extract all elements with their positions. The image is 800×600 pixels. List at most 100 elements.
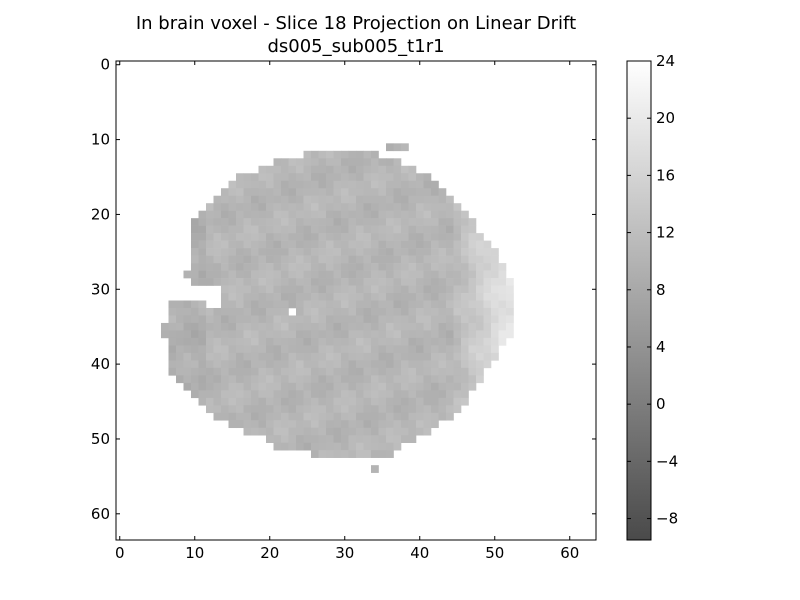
heatmap-cell	[371, 210, 379, 219]
heatmap-cell	[453, 382, 462, 391]
heatmap-cell	[408, 382, 417, 391]
heatmap-cell	[446, 375, 454, 384]
heatmap-cell	[191, 337, 199, 346]
heatmap-cell	[311, 248, 319, 256]
heatmap-cell	[206, 390, 214, 399]
colorbar-tick-label: −4	[656, 452, 678, 470]
heatmap-cell	[356, 330, 364, 339]
heatmap-cell	[348, 382, 357, 391]
heatmap-cell	[258, 382, 267, 391]
heatmap-cell	[341, 270, 349, 279]
heatmap-cell	[333, 278, 342, 286]
heatmap-cell	[401, 188, 409, 197]
heatmap-cell	[236, 337, 244, 346]
heatmap-cell	[318, 375, 327, 384]
heatmap-cell	[401, 345, 409, 354]
heatmap-cell	[311, 210, 319, 219]
heatmap-cell	[363, 322, 372, 331]
heatmap-cell	[468, 270, 477, 279]
heatmap-cell	[251, 225, 259, 234]
heatmap-cell	[423, 195, 432, 204]
heatmap-cell	[468, 255, 477, 264]
heatmap-cell	[228, 307, 237, 316]
heatmap-cell	[206, 322, 214, 331]
heatmap-cell	[333, 307, 342, 316]
heatmap-cell	[408, 375, 417, 384]
heatmap-cell	[243, 218, 252, 226]
heatmap-cell	[438, 270, 447, 279]
heatmap-cell	[378, 315, 387, 324]
heatmap-cell	[326, 278, 334, 286]
heatmap-cell	[326, 390, 334, 399]
heatmap-cell	[431, 285, 439, 294]
heatmap-cell	[356, 337, 364, 346]
heatmap-cell	[228, 188, 237, 197]
heatmap-cell	[348, 225, 357, 234]
heatmap-cell	[461, 300, 469, 309]
heatmap-cell	[363, 173, 372, 182]
heatmap-cell	[288, 367, 297, 376]
heatmap-cell	[431, 278, 439, 286]
heatmap-cell	[318, 442, 327, 451]
heatmap-cell	[258, 285, 267, 294]
heatmap-cell	[431, 240, 439, 249]
heatmap-cell	[296, 270, 304, 279]
heatmap-cell	[198, 367, 207, 376]
heatmap-cell	[303, 390, 312, 399]
heatmap-cell	[348, 337, 357, 346]
heatmap-cell	[303, 165, 312, 174]
heatmap-cell	[348, 412, 357, 421]
heatmap-cell	[446, 390, 454, 399]
heatmap-cell	[251, 382, 259, 391]
heatmap-cell	[386, 442, 394, 451]
heatmap-cell	[356, 442, 364, 451]
heatmap-cell	[243, 427, 252, 436]
heatmap-cell	[296, 233, 304, 241]
heatmap-cell	[243, 240, 252, 249]
heatmap-cell	[191, 300, 199, 309]
heatmap-cell	[371, 195, 379, 204]
heatmap-cell	[236, 225, 244, 234]
heatmap-cell	[243, 278, 252, 286]
heatmap-cell	[318, 270, 327, 279]
heatmap-cell	[296, 278, 304, 286]
heatmap-cell	[423, 270, 432, 279]
heatmap-cell	[393, 248, 402, 256]
heatmap-cell	[221, 263, 229, 271]
heatmap-cell	[198, 390, 207, 399]
heatmap-cell	[483, 307, 492, 316]
heatmap-cell	[423, 293, 432, 301]
heatmap-cell	[446, 360, 454, 369]
heatmap-cell	[333, 382, 342, 391]
heatmap-cell	[311, 150, 319, 159]
heatmap-cell	[213, 412, 222, 421]
heatmap-cell	[273, 203, 282, 211]
heatmap-cell	[311, 450, 319, 458]
heatmap-cell	[483, 360, 492, 369]
heatmap-cell	[228, 210, 237, 219]
heatmap-cell	[311, 397, 319, 406]
heatmap-cell	[326, 218, 334, 226]
heatmap-cell	[258, 322, 267, 331]
heatmap-cell	[318, 427, 327, 436]
heatmap-cell	[206, 203, 214, 211]
heatmap-cell	[356, 248, 364, 256]
heatmap-cell	[401, 263, 409, 271]
heatmap-cell	[453, 293, 462, 301]
heatmap-cell	[198, 315, 207, 324]
heatmap-cell	[243, 322, 252, 331]
heatmap-cell	[251, 405, 259, 414]
heatmap-cell	[258, 188, 267, 197]
heatmap-cell	[206, 375, 214, 384]
heatmap-cell	[221, 218, 229, 226]
heatmap-cell	[326, 382, 334, 391]
heatmap-cell	[311, 203, 319, 211]
chart-title: In brain voxel - Slice 18 Projection on …	[136, 13, 576, 34]
heatmap-cell	[303, 248, 312, 256]
heatmap-cell	[251, 352, 259, 361]
heatmap-cell	[266, 322, 274, 331]
heatmap-cell	[303, 300, 312, 309]
heatmap-cell	[311, 293, 319, 301]
heatmap-cell	[498, 278, 507, 286]
heatmap-cell	[416, 412, 424, 421]
